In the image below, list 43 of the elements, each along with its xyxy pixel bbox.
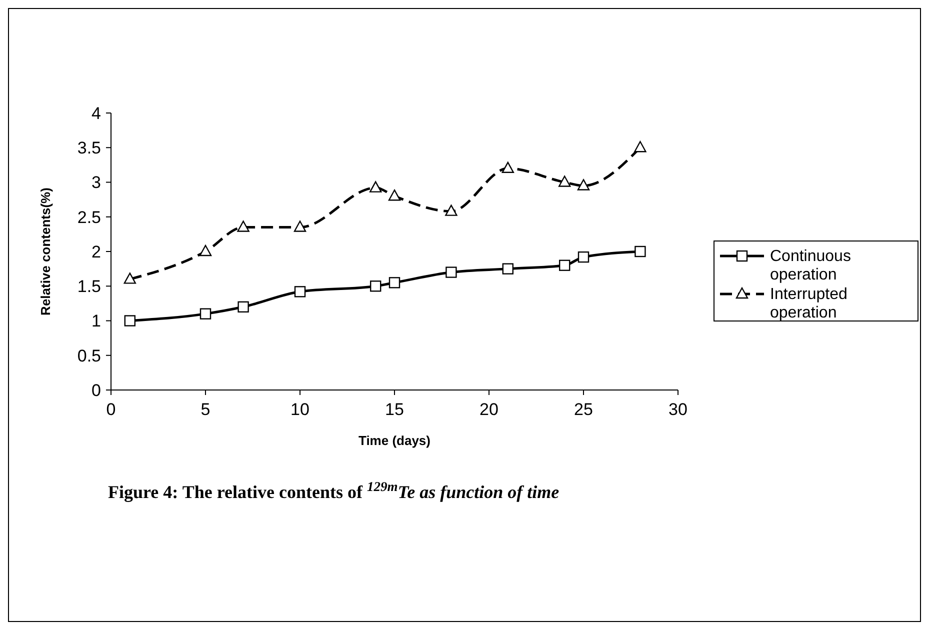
point [502,263,514,274]
y-tick-label: 1.5 [77,277,101,296]
y-tick-label: 0 [92,380,101,400]
point [124,272,136,284]
point [446,266,457,278]
point [558,176,571,187]
legend-label: Interrupted operation [770,286,848,322]
x-tick-label: 30 [668,400,688,419]
point [578,251,590,263]
point [199,244,212,256]
point [577,179,590,190]
legend-label: Continuous operation [770,248,851,284]
x-tick-label: 5 [200,400,210,419]
y-tick-label: 3.5 [77,138,101,158]
point [634,141,646,152]
x-tick-label: 15 [385,400,404,419]
point [370,181,382,192]
point [294,286,306,298]
point [502,162,514,173]
point [559,260,570,271]
point [124,315,136,326]
x-tick-label: 25 [574,400,593,419]
point [237,220,250,232]
point [294,220,306,232]
y-tick-label: 2 [92,242,101,262]
x-axis-title: Time (days) [358,433,431,448]
y-tick-label: 1 [92,312,101,331]
caption: Figure 4: The relative contents of $^{129m}$Te as function of time [108,478,560,502]
point [388,190,401,201]
y-tick-label: 4 [92,104,101,123]
y-axis-title: Relative contents(%) [38,188,53,316]
point [445,204,458,216]
y-tick-label: 0.5 [77,346,101,366]
x-tick-label: 20 [480,400,498,419]
point [238,301,249,312]
point [370,280,382,292]
point [634,246,646,258]
y-tick-label: 2.5 [77,208,101,227]
x-tick-label: 0 [106,400,116,419]
y-tick-label: 3 [92,173,101,192]
point [388,277,400,288]
point [200,308,212,320]
x-tick-label: 10 [290,400,310,419]
